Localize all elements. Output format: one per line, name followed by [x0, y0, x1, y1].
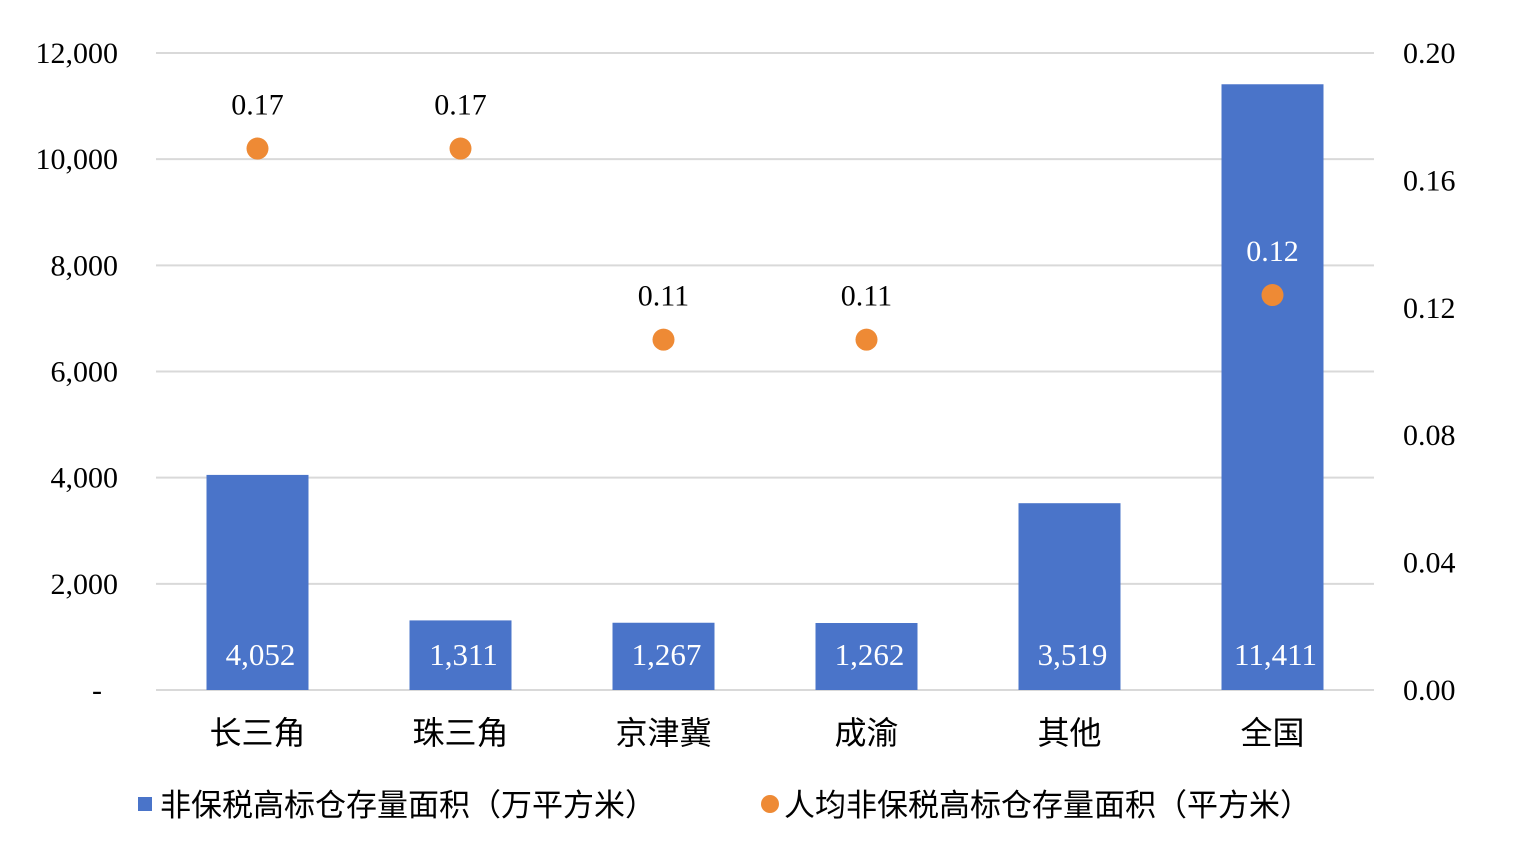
point-value-label: 0.12 — [1246, 235, 1299, 268]
category-label: 其他 — [1037, 715, 1101, 751]
left-tick-label: 4,000 — [51, 462, 119, 495]
category-label: 珠三角 — [412, 715, 508, 751]
bar — [1221, 84, 1324, 690]
category-label: 全国 — [1240, 715, 1304, 751]
left-tick-label: 2,000 — [51, 568, 119, 601]
bar-value-label: 1,267 — [632, 637, 702, 672]
data-point — [1261, 284, 1284, 307]
data-point — [246, 137, 269, 160]
point-value-label: 0.11 — [638, 280, 689, 313]
bar — [612, 622, 715, 690]
point-value-label: 0.17 — [231, 89, 284, 122]
bar-value-label: 4,052 — [226, 637, 296, 672]
right-tick-label: 0.20 — [1403, 37, 1456, 70]
right-tick-label: 0.16 — [1403, 164, 1456, 197]
right-tick-label: 0.00 — [1403, 674, 1456, 707]
bar — [206, 474, 309, 690]
point-value-label: 0.17 — [434, 89, 487, 122]
point-value-label: 0.11 — [841, 280, 892, 313]
bar — [409, 620, 512, 690]
legend-bar-label: 非保税高标仓存量面积（万平方米） — [160, 788, 656, 823]
data-point — [652, 328, 675, 351]
right-axis: 0.00 0.04 0.08 0.12 0.16 0.20 — [1403, 37, 1456, 707]
category-label: 京津冀 — [615, 715, 711, 751]
left-tick-label: 10,000 — [36, 143, 119, 176]
category-axis: 长三角 珠三角 京津冀 成渝 其他 全国 — [209, 715, 1304, 751]
category-label: 长三角 — [209, 715, 305, 751]
left-tick-label: 6,000 — [51, 356, 119, 389]
bar-value-label: 1,311 — [429, 637, 498, 672]
gridlines — [156, 52, 1374, 691]
point-series: 0.17 0.17 0.11 0.11 0.12 — [231, 89, 1299, 351]
left-tick-label: - — [92, 674, 102, 707]
legend-point-swatch — [761, 795, 779, 813]
legend-point-label: 人均非保税高标仓存量面积（平方米） — [784, 788, 1311, 823]
right-tick-label: 0.12 — [1403, 292, 1456, 325]
bar-value-label: 1,262 — [835, 637, 905, 672]
bar-value-label: 11,411 — [1234, 637, 1317, 672]
legend-bar-swatch — [138, 797, 152, 811]
bar — [815, 623, 918, 690]
right-tick-label: 0.08 — [1403, 419, 1456, 452]
data-point — [855, 328, 878, 351]
category-label: 成渝 — [834, 715, 898, 751]
right-tick-label: 0.04 — [1403, 547, 1456, 580]
left-tick-label: 12,000 — [36, 37, 119, 70]
bar — [1018, 503, 1121, 690]
left-tick-label: 8,000 — [51, 249, 119, 282]
bar-series: 4,052 1,311 1,267 1,262 3,519 11,411 — [206, 84, 1324, 690]
left-axis: - 2,000 4,000 6,000 8,000 10,000 12,000 — [36, 37, 119, 707]
legend: 非保税高标仓存量面积（万平方米） 人均非保税高标仓存量面积（平方米） — [138, 788, 1311, 823]
bar-value-label: 3,519 — [1038, 637, 1108, 672]
data-point — [449, 137, 472, 160]
